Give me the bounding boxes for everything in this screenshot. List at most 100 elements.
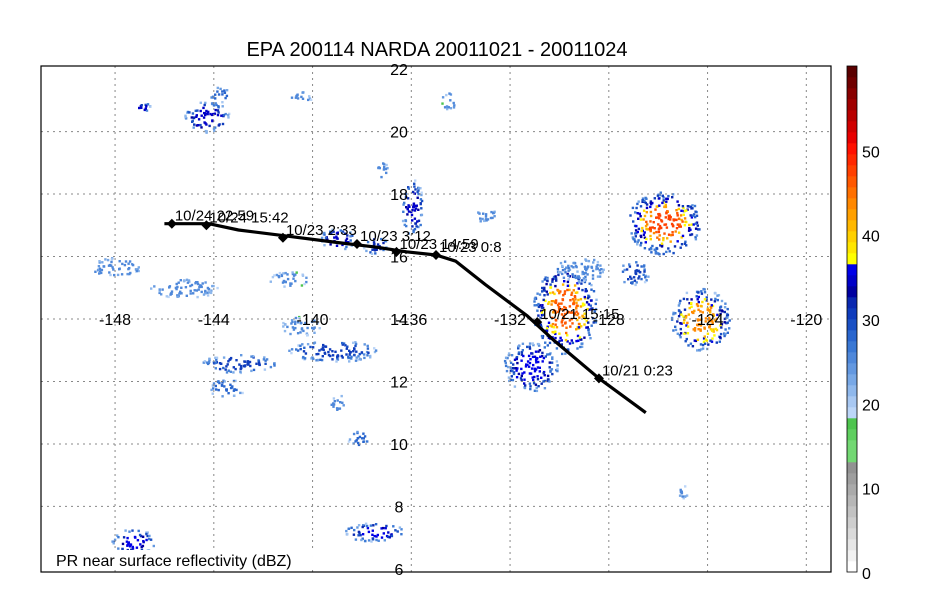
rain-pixel <box>98 272 101 275</box>
rain-pixel <box>358 352 361 356</box>
colorbar-swatch <box>847 352 857 364</box>
rain-pixel <box>221 93 224 96</box>
rain-pixel <box>651 244 654 248</box>
rain-pixel <box>269 280 272 283</box>
rain-pixel <box>685 244 688 247</box>
rain-pixel <box>216 113 220 117</box>
rain-pixel <box>238 363 241 366</box>
rain-pixel <box>692 328 695 331</box>
rain-cell <box>670 287 731 352</box>
rain-pixel <box>679 488 682 492</box>
rain-pixel <box>657 213 660 216</box>
rain-pixel <box>520 351 524 354</box>
rain-pixel <box>217 106 220 109</box>
rain-pixel <box>555 360 559 363</box>
rain-pixel <box>411 190 415 194</box>
rain-pixel <box>510 354 514 357</box>
rain-pixel <box>300 284 304 287</box>
rain-pixel <box>563 305 566 309</box>
rain-pixel <box>696 303 699 306</box>
rain-pixel <box>569 299 572 302</box>
rain-pixel <box>696 349 699 352</box>
longitude-label: -144 <box>198 312 230 329</box>
rain-pixel <box>212 382 216 385</box>
rain-pixel <box>551 330 554 334</box>
rain-pixel <box>555 326 559 329</box>
rain-pixel <box>657 223 660 226</box>
rain-pixel <box>674 328 678 332</box>
rain-pixel <box>382 241 385 245</box>
rain-pixel <box>446 107 449 111</box>
rain-pixel <box>294 326 297 330</box>
rain-pixel <box>374 252 377 255</box>
rain-pixel <box>554 301 558 305</box>
rain-pixel <box>366 344 369 348</box>
rain-pixel <box>198 284 202 287</box>
longitude-labels: -148 -144 -140 -136 -132 -128 -124 -120 <box>99 312 822 329</box>
rain-pixel <box>680 209 683 212</box>
rain-pixel <box>555 279 558 282</box>
rain-pixel <box>698 228 701 231</box>
rain-pixel <box>515 369 518 372</box>
rain-pixel <box>541 280 544 283</box>
rain-pixel <box>197 124 200 127</box>
rain-pixel <box>307 98 310 102</box>
colorbar-tick-label: 10 <box>862 482 880 499</box>
rain-pixel <box>304 321 307 325</box>
rain-pixel <box>283 323 287 326</box>
rain-pixel <box>633 240 637 243</box>
rain-pixel <box>533 389 537 392</box>
rain-pixel <box>712 330 715 333</box>
rain-pixel <box>536 366 540 369</box>
rain-pixel <box>677 204 681 207</box>
rain-pixel <box>631 282 634 285</box>
rain-pixel <box>191 120 194 123</box>
rain-pixel <box>652 231 656 235</box>
rain-pixel <box>350 526 353 529</box>
latitude-label: 18 <box>390 187 408 204</box>
rain-pixel <box>449 99 452 102</box>
rain-pixel <box>234 379 237 383</box>
rain-pixel <box>354 538 358 541</box>
rain-pixel <box>258 363 261 367</box>
rain-pixel <box>587 331 591 334</box>
rain-pixel <box>703 298 707 301</box>
rain-pixel <box>400 533 403 536</box>
rain-pixel <box>224 112 227 116</box>
rain-pixel <box>112 268 115 271</box>
rain-pixel <box>632 276 636 279</box>
rain-pixel <box>561 318 564 322</box>
rain-pixel <box>390 533 393 536</box>
rain-pixel <box>355 350 358 353</box>
rain-pixel <box>144 103 147 107</box>
rain-pixel <box>686 208 689 211</box>
rain-pixel <box>113 273 116 277</box>
rain-pixel <box>539 323 542 326</box>
rain-pixel <box>324 236 328 240</box>
rain-pixel <box>554 277 558 280</box>
rain-pixel <box>690 298 693 301</box>
rain-pixel <box>556 267 560 271</box>
rain-pixel <box>635 206 638 210</box>
rain-pixel <box>239 367 242 371</box>
rain-pixel <box>200 114 203 117</box>
rain-pixel <box>97 265 101 268</box>
rain-pixel <box>531 342 534 345</box>
rain-pixel <box>663 223 666 226</box>
rain-pixel <box>352 432 356 436</box>
rain-pixel <box>94 270 97 273</box>
rain-pixel <box>561 264 564 268</box>
track-time-label: 10/23 2:33 <box>286 222 357 239</box>
rain-pixel <box>634 211 637 214</box>
rain-pixel <box>507 376 511 379</box>
rain-pixel <box>211 392 214 395</box>
rain-pixel <box>551 322 555 326</box>
rain-pixel <box>215 356 219 359</box>
rain-pixel <box>331 354 335 357</box>
rain-pixel <box>642 209 646 212</box>
rain-pixel <box>445 93 448 97</box>
rain-pixel <box>673 312 676 315</box>
rain-pixel <box>587 259 591 263</box>
colorbar-swatch <box>847 99 857 111</box>
rain-pixel <box>549 369 552 372</box>
